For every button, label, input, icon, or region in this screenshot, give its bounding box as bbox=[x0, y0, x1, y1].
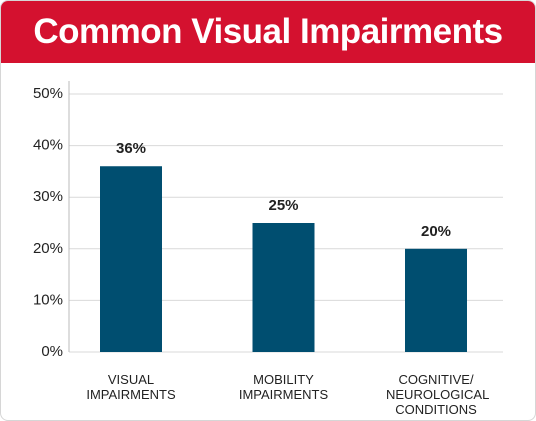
value-label: 20% bbox=[421, 223, 451, 240]
value-label: 36% bbox=[116, 140, 146, 157]
bar bbox=[100, 166, 162, 352]
bar bbox=[252, 223, 315, 352]
value-label: 25% bbox=[268, 197, 298, 214]
x-tick-label: VISUAL IMPAIRMENTS bbox=[86, 372, 176, 402]
y-tick-label: 20% bbox=[33, 240, 63, 257]
x-tick-label: COGNITIVE/ NEUROLOGICAL CONDITIONS bbox=[386, 372, 490, 417]
chart-title: Common Visual Impairments bbox=[1, 1, 535, 63]
y-tick-label: 30% bbox=[33, 188, 63, 205]
y-tick-label: 50% bbox=[33, 85, 63, 102]
y-tick-label: 10% bbox=[33, 291, 63, 308]
x-tick-label: MOBILITY IMPAIRMENTS bbox=[238, 372, 329, 402]
y-tick-label: 40% bbox=[33, 137, 63, 154]
bar bbox=[405, 248, 467, 352]
y-tick-label: 0% bbox=[41, 343, 63, 360]
